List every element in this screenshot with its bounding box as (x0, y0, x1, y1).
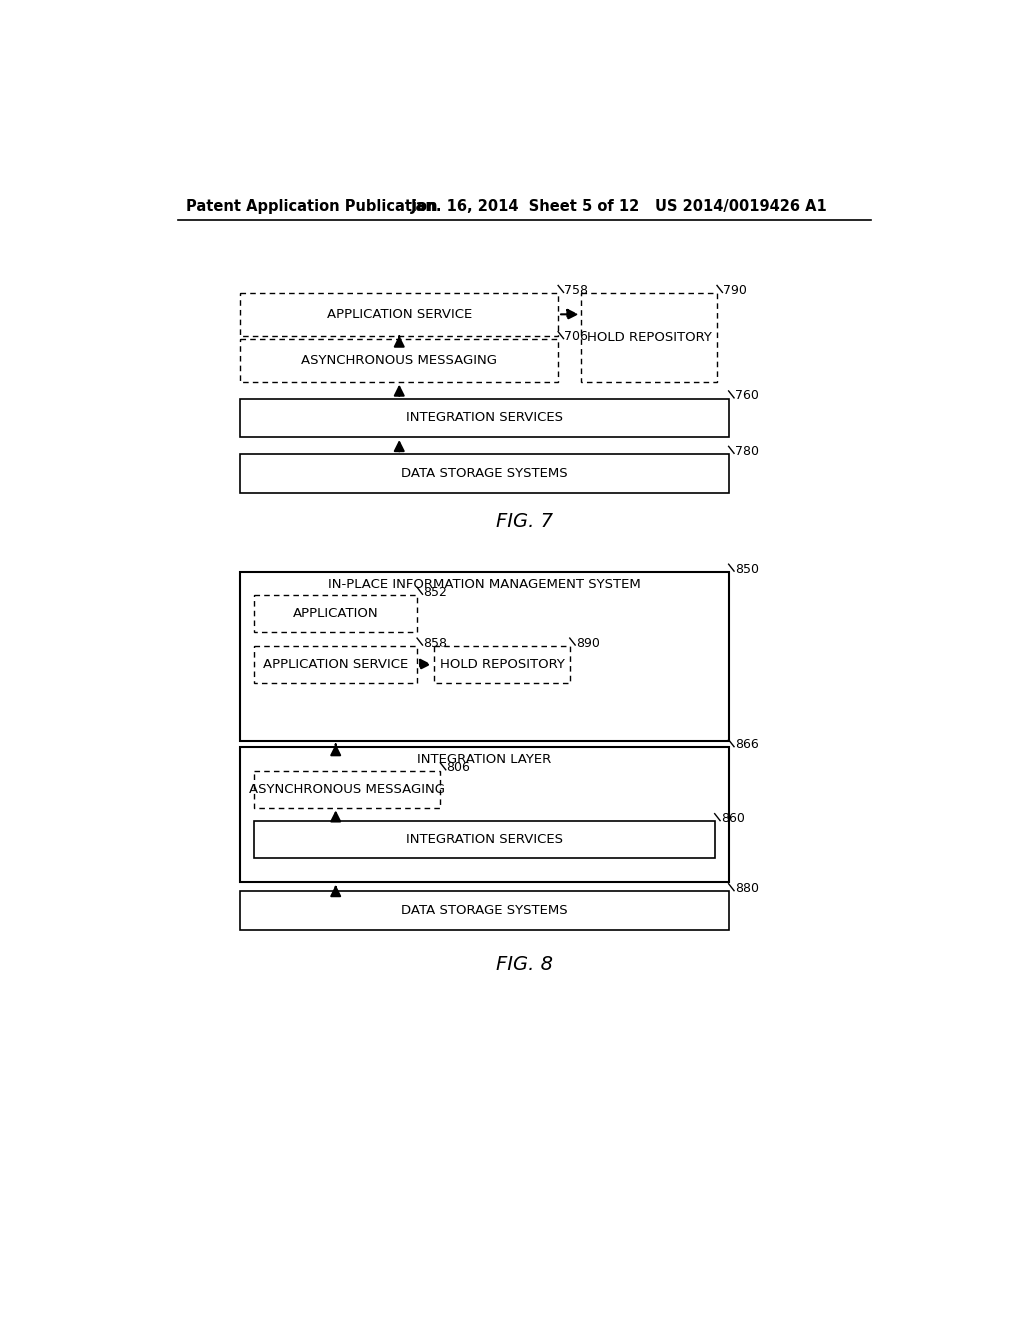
Text: FIG. 7: FIG. 7 (497, 512, 553, 532)
Text: 760: 760 (735, 389, 759, 403)
Text: 866: 866 (735, 738, 759, 751)
Bar (241, 572, 729, 742)
Text: INTEGRATION SERVICES: INTEGRATION SERVICES (406, 412, 563, 425)
Text: HOLD REPOSITORY: HOLD REPOSITORY (587, 331, 712, 345)
Text: 780: 780 (735, 445, 759, 458)
Text: INTEGRATION SERVICES: INTEGRATION SERVICES (406, 833, 563, 846)
Text: ASYNCHRONOUS MESSAGING: ASYNCHRONOUS MESSAGING (301, 354, 498, 367)
Text: Jan. 16, 2014  Sheet 5 of 12: Jan. 16, 2014 Sheet 5 of 12 (411, 198, 640, 214)
Text: 880: 880 (735, 882, 759, 895)
Bar (241, 454, 729, 492)
Bar (241, 293, 558, 335)
Bar (254, 821, 715, 858)
Text: 706: 706 (564, 330, 588, 343)
Text: 850: 850 (735, 562, 759, 576)
Text: APPLICATION SERVICE: APPLICATION SERVICE (263, 657, 409, 671)
Text: APPLICATION: APPLICATION (293, 607, 379, 620)
Text: 852: 852 (423, 586, 447, 599)
Text: HOLD REPOSITORY: HOLD REPOSITORY (439, 657, 564, 671)
Text: FIG. 8: FIG. 8 (497, 956, 553, 974)
Bar (254, 645, 417, 682)
Text: ASYNCHRONOUS MESSAGING: ASYNCHRONOUS MESSAGING (249, 783, 445, 796)
Text: 860: 860 (721, 812, 744, 825)
Text: INTEGRATION LAYER: INTEGRATION LAYER (418, 754, 552, 767)
Text: 790: 790 (723, 284, 748, 297)
Text: 806: 806 (446, 762, 470, 775)
Text: 758: 758 (564, 284, 589, 297)
Text: DATA STORAGE SYSTEMS: DATA STORAGE SYSTEMS (401, 467, 568, 480)
Text: DATA STORAGE SYSTEMS: DATA STORAGE SYSTEMS (401, 904, 568, 917)
Text: US 2014/0019426 A1: US 2014/0019426 A1 (655, 198, 826, 214)
Bar (434, 645, 569, 682)
Text: Patent Application Publication: Patent Application Publication (186, 198, 437, 214)
Bar (254, 771, 440, 808)
Bar (241, 891, 729, 929)
Text: 890: 890 (575, 636, 600, 649)
Text: 858: 858 (423, 636, 447, 649)
Text: IN-PLACE INFORMATION MANAGEMENT SYSTEM: IN-PLACE INFORMATION MANAGEMENT SYSTEM (328, 578, 641, 591)
Bar (241, 339, 558, 381)
Bar (241, 399, 729, 437)
Text: APPLICATION SERVICE: APPLICATION SERVICE (327, 308, 472, 321)
Bar (254, 595, 417, 632)
Bar (241, 747, 729, 882)
Bar (582, 293, 717, 381)
